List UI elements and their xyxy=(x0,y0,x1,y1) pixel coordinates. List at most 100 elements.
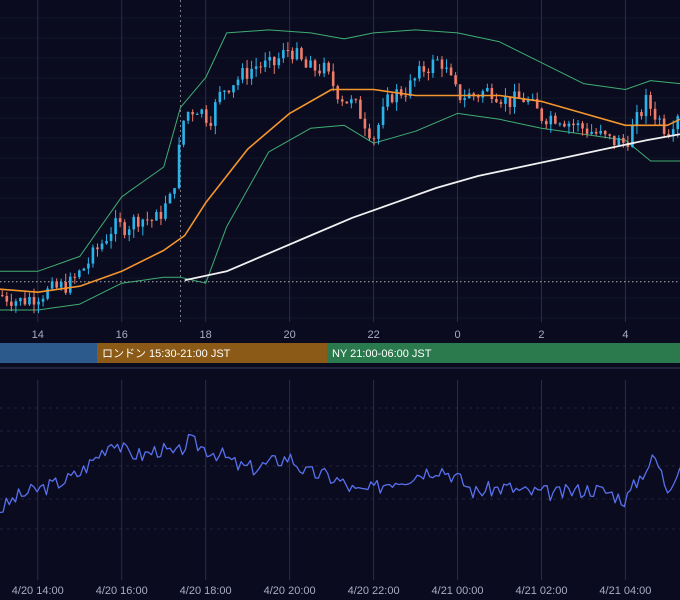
candle-body xyxy=(436,59,439,61)
candle xyxy=(14,298,18,313)
candle xyxy=(345,101,349,104)
candle-body xyxy=(454,75,457,85)
candle-body xyxy=(304,59,308,68)
candle-body xyxy=(191,111,194,115)
candle-body xyxy=(136,216,140,227)
candle-body xyxy=(263,60,267,68)
candle-body xyxy=(662,118,666,134)
candle xyxy=(200,108,204,118)
session-label: ロンドン 15:30-21:00 JST xyxy=(102,348,231,360)
candle-body xyxy=(37,301,40,305)
candle-body xyxy=(209,122,213,126)
candle-body xyxy=(599,130,602,134)
candle xyxy=(649,91,652,116)
candle-body xyxy=(55,281,58,288)
candle-body xyxy=(41,298,45,302)
candle xyxy=(268,51,272,68)
candle xyxy=(254,57,258,77)
candle-body xyxy=(463,98,466,101)
candle-body xyxy=(368,128,371,139)
candle xyxy=(390,92,394,104)
candle xyxy=(82,267,86,272)
candle xyxy=(350,95,353,109)
candle xyxy=(644,88,648,124)
candle xyxy=(309,55,312,68)
candle xyxy=(28,292,31,307)
candle-body xyxy=(327,62,330,72)
candle-body xyxy=(155,212,158,221)
candle xyxy=(517,83,521,99)
candle-body xyxy=(644,95,648,117)
candle xyxy=(368,123,371,141)
candle-body xyxy=(458,84,462,101)
candle xyxy=(454,72,457,87)
x-tick-label: 4 xyxy=(622,329,628,341)
candle-body xyxy=(241,68,244,80)
candle-body xyxy=(377,125,380,139)
candle-body xyxy=(404,95,408,97)
candle-body xyxy=(363,118,367,129)
candle xyxy=(563,120,566,128)
candle xyxy=(150,218,154,228)
candle-body xyxy=(19,298,22,302)
candle-body xyxy=(350,99,353,104)
candle xyxy=(463,89,466,108)
candle xyxy=(490,83,494,104)
x-tick-label: 14 xyxy=(32,329,44,341)
candle xyxy=(241,63,244,84)
candle xyxy=(658,115,661,126)
candle-body xyxy=(671,129,675,137)
candle xyxy=(209,116,213,130)
candle-body xyxy=(372,138,376,140)
candle xyxy=(544,118,548,129)
candle-body xyxy=(168,193,172,204)
candle-body xyxy=(617,137,621,146)
candle xyxy=(100,239,104,252)
candle xyxy=(232,84,235,98)
candle xyxy=(540,107,544,124)
candle-body xyxy=(5,295,9,302)
candle-body xyxy=(544,120,548,125)
candle xyxy=(377,122,380,145)
candle-body xyxy=(14,301,18,306)
candle xyxy=(164,195,167,221)
candle xyxy=(608,133,612,140)
candle-body xyxy=(422,66,426,72)
candle xyxy=(109,227,113,249)
session-segment xyxy=(0,343,97,363)
candle xyxy=(336,84,340,104)
candle-body xyxy=(517,91,521,99)
candle xyxy=(123,219,126,239)
candle-body xyxy=(223,90,226,92)
candle xyxy=(146,211,149,226)
candle-body xyxy=(427,71,430,74)
candle-body xyxy=(286,50,290,52)
candle xyxy=(653,101,657,125)
session-bar: ロンドン 15:30-21:00 JST NY 21:00-06:00 JST xyxy=(0,343,680,369)
candle xyxy=(318,64,321,77)
candle-body xyxy=(413,78,417,81)
osc-x-tick-label: 4/21 02:00 xyxy=(515,585,567,597)
osc-x-tick-label: 4/21 04:00 xyxy=(599,585,651,597)
candle xyxy=(499,99,503,108)
candle-body xyxy=(612,135,616,146)
candle-body xyxy=(164,203,167,219)
candle-body xyxy=(318,70,321,74)
candle xyxy=(354,98,358,104)
candle xyxy=(173,187,176,199)
x-tick-label: 0 xyxy=(454,329,460,341)
candle-body xyxy=(563,123,566,127)
candle xyxy=(227,90,231,95)
candle xyxy=(399,86,403,99)
candle xyxy=(585,123,589,138)
candle xyxy=(78,269,81,280)
candle xyxy=(567,120,571,134)
candle-body xyxy=(431,59,435,74)
candle xyxy=(286,42,290,58)
candle xyxy=(617,135,621,146)
candle-body xyxy=(173,188,176,194)
candle-body xyxy=(554,115,557,124)
candle xyxy=(277,52,281,69)
candle xyxy=(486,83,489,93)
